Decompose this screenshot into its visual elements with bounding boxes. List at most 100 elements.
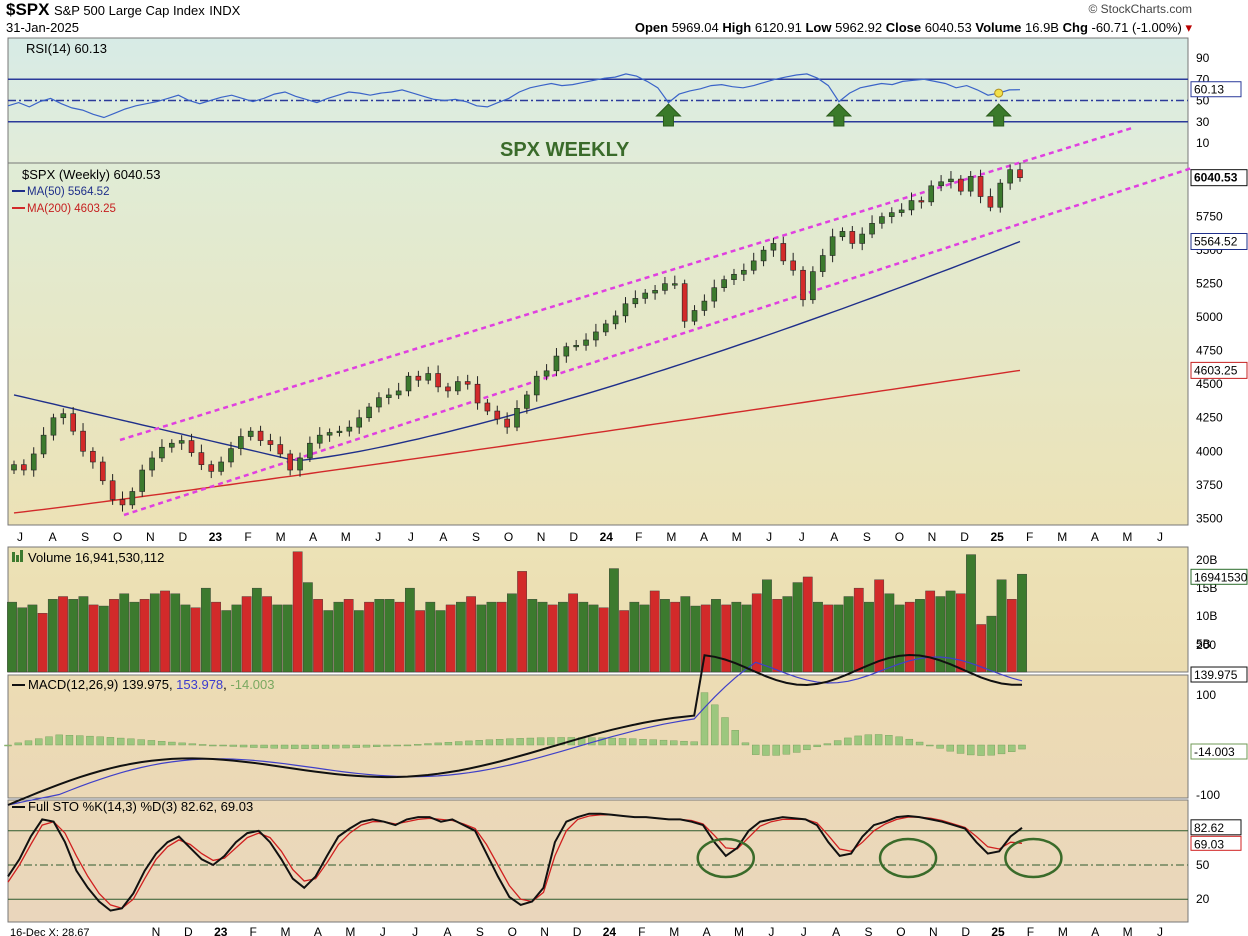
- candle: [129, 491, 136, 506]
- bottom-x-label: D: [184, 925, 193, 936]
- macd-histogram-bar: [915, 741, 924, 746]
- sto-panel: [7, 799, 1189, 923]
- volume-bar: [558, 601, 568, 673]
- price-x-label: O: [113, 530, 122, 544]
- chg-dropdown-icon[interactable]: ▾: [1185, 20, 1192, 35]
- candle: [198, 452, 205, 465]
- volume-bar: [1006, 599, 1017, 673]
- macd-histogram-bar: [4, 744, 12, 747]
- volume-bar: [782, 596, 793, 673]
- macd-histogram-bar: [291, 744, 299, 749]
- macd-histogram-bar: [55, 734, 63, 746]
- macd-value: 139.975: [122, 677, 169, 692]
- macd-histogram-bar: [987, 744, 995, 756]
- volume-tag-box: [1190, 568, 1248, 585]
- macd-histogram-bar: [188, 743, 197, 746]
- candle: [908, 200, 915, 211]
- macd-histogram-bar: [659, 739, 668, 746]
- volume-bar: [507, 593, 517, 673]
- volume-bar: [823, 604, 834, 673]
- volume-bar: [98, 605, 109, 673]
- macd-histogram-bar: [639, 739, 647, 746]
- volume-bar: [762, 579, 772, 673]
- macd-tick-label: -100: [1196, 788, 1220, 802]
- candle: [504, 418, 510, 428]
- macd-hist-tag: -14.003: [1194, 745, 1235, 759]
- volume-bar: [88, 604, 99, 673]
- macd-histogram-bar: [926, 744, 934, 747]
- macd-histogram-bar: [383, 744, 391, 747]
- candle: [1017, 169, 1023, 178]
- candle: [474, 383, 481, 404]
- candle: [810, 271, 816, 301]
- bottom-axis-prefix: 16-Dec X: 28.67: [10, 927, 90, 936]
- candle: [50, 417, 57, 436]
- macd-histogram-bar: [342, 744, 350, 749]
- volume-bar: [47, 599, 58, 673]
- price-tick-label: 3500: [1196, 511, 1223, 525]
- macd-histogram-bar: [741, 742, 750, 746]
- macd-histogram-bar: [45, 736, 53, 746]
- price-tag-box: [1190, 169, 1248, 187]
- macd-hist-value: -14.003: [230, 677, 274, 692]
- price-tick-label: 4000: [1196, 444, 1223, 458]
- candle: [99, 461, 106, 482]
- candle: [415, 375, 422, 381]
- macd-histogram-bar: [536, 737, 545, 746]
- bottom-x-label: A: [1091, 925, 1099, 936]
- macd-histogram-bar: [178, 742, 186, 746]
- open-label: Open: [634, 20, 669, 35]
- macd-histogram-bar: [680, 740, 688, 746]
- volume-bar: [170, 593, 181, 673]
- volume-bar: [486, 601, 497, 673]
- candle: [642, 292, 649, 299]
- macd-histogram-bar: [608, 737, 617, 746]
- volume-bar: [200, 587, 211, 673]
- macd-histogram-bar: [1018, 744, 1026, 750]
- price-x-label: 25: [990, 530, 1004, 544]
- candle: [178, 440, 185, 444]
- price-tag-box: [1190, 361, 1248, 379]
- sto-d-tag: 69.03: [1194, 837, 1224, 851]
- volume-tick-label: 20B: [1196, 553, 1217, 567]
- rsi-tick-label: 90: [1196, 51, 1210, 65]
- sto-k-tag: 82.62: [1194, 821, 1224, 835]
- candle: [711, 287, 718, 302]
- macd-histogram-bar: [352, 744, 360, 748]
- price-x-label: J: [17, 530, 23, 544]
- candle: [770, 243, 777, 251]
- macd-histogram-bar: [864, 734, 873, 746]
- volume-bar: [149, 593, 160, 673]
- macd-histogram-bar: [24, 740, 33, 746]
- volume-bar: [853, 587, 864, 673]
- macd-line: [7, 653, 1022, 806]
- macd-histogram-bar: [649, 739, 657, 746]
- candle: [790, 260, 796, 271]
- macd-histogram-bar: [413, 744, 422, 746]
- volume-bar: [323, 610, 334, 673]
- volume-bar: [17, 607, 28, 673]
- candle: [938, 181, 944, 187]
- bottom-x-label: F: [638, 925, 645, 936]
- volume-bar: [466, 596, 476, 673]
- volume-bar: [731, 601, 742, 673]
- volume-bar: [313, 599, 323, 673]
- volume-bar: [384, 599, 395, 673]
- macd-histogram-bar: [393, 744, 401, 747]
- bottom-x-label: A: [443, 925, 451, 936]
- price-tick-label: 5750: [1196, 210, 1223, 224]
- bottom-x-label: J: [412, 925, 418, 936]
- sto-d-tag-box: [1190, 835, 1242, 851]
- macd-histogram-bar: [465, 740, 473, 746]
- price-tag: 4603.25: [1194, 363, 1238, 377]
- volume-bar: [333, 601, 344, 673]
- candle: [662, 283, 668, 291]
- price-tick-label: 5000: [1196, 310, 1223, 324]
- volume-bar: [945, 590, 956, 673]
- candle: [760, 249, 767, 262]
- candle: [30, 453, 37, 471]
- volume-bar: [976, 624, 987, 673]
- candle: [681, 283, 688, 322]
- sto-tick-label: 50: [1196, 858, 1210, 872]
- candle: [612, 315, 619, 325]
